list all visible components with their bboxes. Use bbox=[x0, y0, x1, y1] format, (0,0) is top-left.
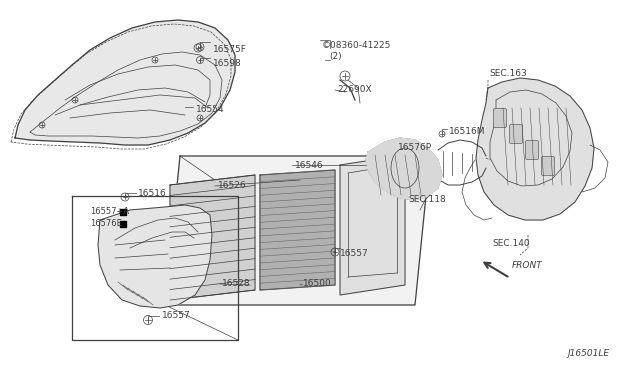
Text: 16500: 16500 bbox=[303, 279, 332, 289]
Text: J16501LE: J16501LE bbox=[568, 349, 610, 358]
Text: 16557: 16557 bbox=[340, 248, 369, 257]
Polygon shape bbox=[120, 209, 126, 215]
Polygon shape bbox=[366, 138, 442, 200]
Polygon shape bbox=[170, 175, 255, 300]
Text: SEC.163: SEC.163 bbox=[489, 68, 527, 77]
Text: (2): (2) bbox=[329, 52, 342, 61]
Polygon shape bbox=[98, 205, 212, 308]
FancyBboxPatch shape bbox=[525, 141, 538, 160]
Text: 16554: 16554 bbox=[196, 106, 225, 115]
Text: SEC.118: SEC.118 bbox=[408, 196, 445, 205]
FancyBboxPatch shape bbox=[509, 125, 522, 144]
Text: ©08360-41225: ©08360-41225 bbox=[322, 41, 392, 49]
Text: 16528: 16528 bbox=[222, 279, 251, 289]
Text: 16557: 16557 bbox=[162, 311, 191, 321]
Text: 22690X: 22690X bbox=[337, 86, 372, 94]
Polygon shape bbox=[340, 155, 405, 295]
Text: 16526: 16526 bbox=[218, 182, 246, 190]
Text: 16575F: 16575F bbox=[213, 45, 247, 55]
Text: 16516: 16516 bbox=[138, 189, 167, 198]
Text: SEC.140: SEC.140 bbox=[492, 240, 530, 248]
Text: 16516M: 16516M bbox=[449, 126, 486, 135]
Text: 16576P: 16576P bbox=[398, 144, 432, 153]
Text: 16576E: 16576E bbox=[90, 219, 122, 228]
FancyBboxPatch shape bbox=[541, 157, 554, 176]
Polygon shape bbox=[15, 20, 235, 145]
Text: FRONT: FRONT bbox=[512, 260, 543, 269]
Polygon shape bbox=[260, 170, 335, 290]
Text: 16557+A: 16557+A bbox=[90, 208, 129, 217]
Text: 16598: 16598 bbox=[213, 58, 242, 67]
Polygon shape bbox=[165, 156, 430, 305]
Polygon shape bbox=[120, 221, 126, 227]
Polygon shape bbox=[476, 78, 594, 220]
FancyBboxPatch shape bbox=[493, 109, 506, 128]
Text: 16546: 16546 bbox=[295, 160, 324, 170]
